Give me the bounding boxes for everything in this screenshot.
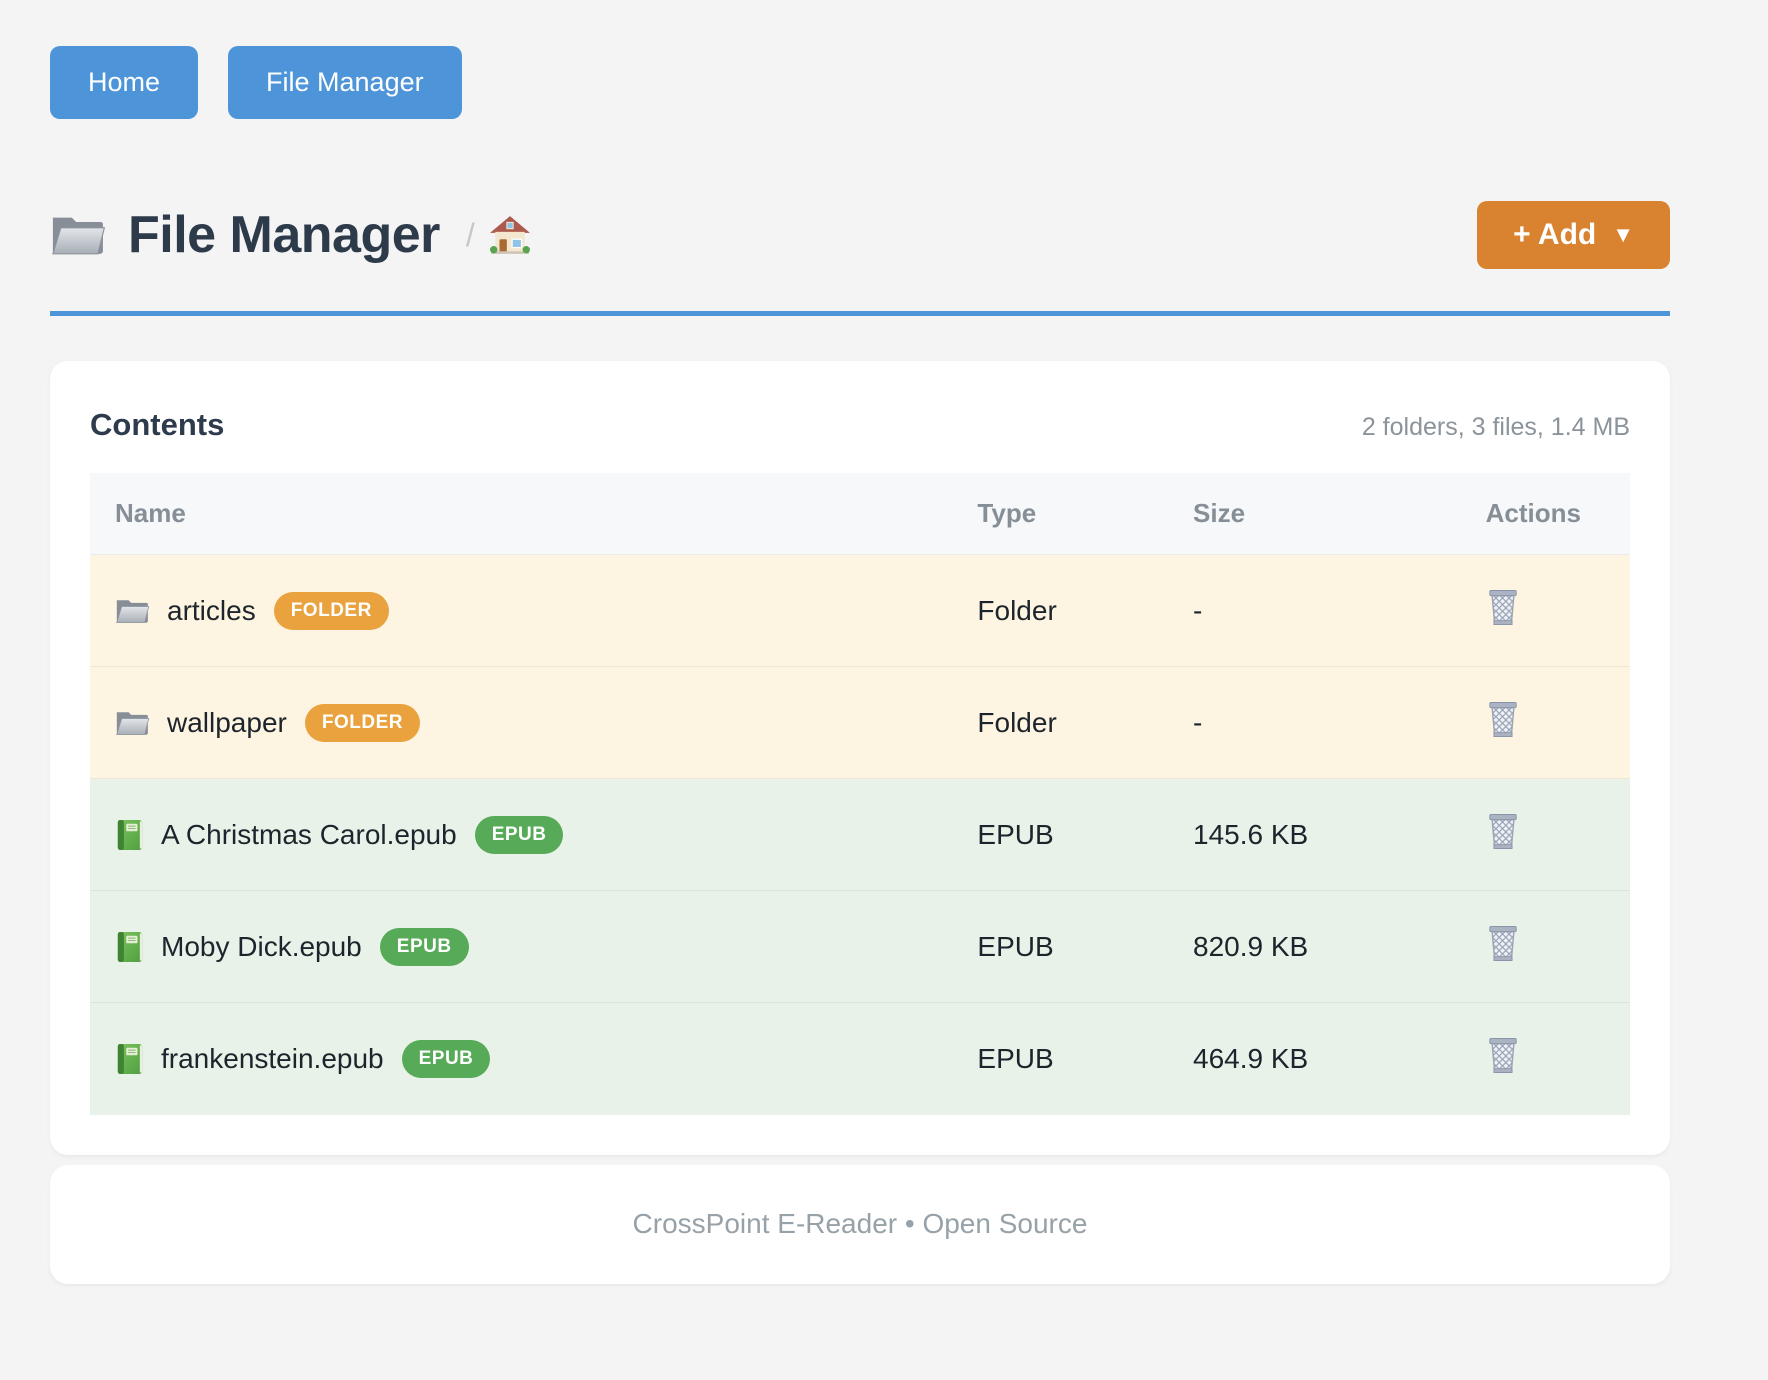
top-nav: Home File Manager	[50, 0, 1670, 119]
contents-card-head: Contents 2 folders, 3 files, 1.4 MB	[90, 407, 1630, 443]
item-type: Folder	[952, 666, 1168, 779]
item-size: -	[1168, 554, 1461, 667]
add-button[interactable]: + Add ▼	[1477, 201, 1670, 269]
page: Home File Manager File Manager / + Add ▼…	[50, 0, 1670, 1284]
item-type: EPUB	[952, 890, 1168, 1003]
delete-button[interactable]	[1486, 812, 1520, 850]
column-header-type: Type	[952, 473, 1168, 555]
nav-home-button[interactable]: Home	[50, 46, 199, 119]
contents-heading: Contents	[90, 407, 225, 442]
item-name[interactable]: frankenstein.epub	[161, 1042, 384, 1074]
page-title: File Manager	[128, 206, 440, 264]
wastebasket-icon	[1486, 1036, 1520, 1074]
table-row-christmas-carol[interactable]: A Christmas Carol.epub EPUB EPUB 145.6 K…	[90, 778, 1630, 891]
add-button-label: + Add	[1513, 218, 1597, 251]
contents-summary: 2 folders, 3 files, 1.4 MB	[1361, 413, 1630, 441]
item-size: 145.6 KB	[1168, 778, 1461, 891]
table-row-wallpaper[interactable]: wallpaper FOLDER Folder -	[90, 666, 1630, 779]
green-book-icon	[115, 930, 145, 964]
delete-button[interactable]	[1486, 588, 1520, 626]
item-name[interactable]: A Christmas Carol.epub	[161, 818, 457, 850]
green-book-icon	[115, 1042, 145, 1076]
open-folder-icon	[50, 210, 108, 260]
title-wrap: File Manager /	[50, 205, 531, 265]
table-row-frankenstein[interactable]: frankenstein.epub EPUB EPUB 464.9 KB	[90, 1002, 1630, 1115]
item-size: 464.9 KB	[1168, 1002, 1461, 1115]
epub-badge: EPUB	[474, 815, 564, 854]
delete-button[interactable]	[1486, 1036, 1520, 1074]
delete-button[interactable]	[1486, 924, 1520, 962]
wastebasket-icon	[1486, 924, 1520, 962]
footer-card: CrossPoint E-Reader • Open Source	[50, 1164, 1670, 1284]
item-type: Folder	[952, 554, 1168, 667]
column-header-name: Name	[90, 473, 953, 555]
house-icon	[489, 214, 531, 256]
folder-badge: FOLDER	[304, 703, 420, 742]
item-size: -	[1168, 666, 1461, 779]
wastebasket-icon	[1486, 588, 1520, 626]
wastebasket-icon	[1486, 700, 1520, 738]
table-header-row: Name Type Size Actions	[90, 473, 1630, 555]
accent-divider	[50, 311, 1670, 316]
wastebasket-icon	[1486, 812, 1520, 850]
delete-button[interactable]	[1486, 700, 1520, 738]
column-header-actions: Actions	[1460, 473, 1630, 555]
chevron-down-icon: ▼	[1612, 222, 1634, 247]
breadcrumb-home-button[interactable]	[489, 214, 531, 256]
column-header-size: Size	[1168, 473, 1461, 555]
table-row-articles[interactable]: articles FOLDER Folder -	[90, 554, 1630, 667]
footer-text: CrossPoint E-Reader • Open Source	[632, 1208, 1088, 1239]
item-name[interactable]: wallpaper	[167, 706, 287, 738]
item-size: 820.9 KB	[1168, 890, 1461, 1003]
contents-card: Contents 2 folders, 3 files, 1.4 MB Name…	[50, 361, 1670, 1155]
folder-icon	[115, 707, 151, 739]
page-header: File Manager / + Add ▼	[50, 201, 1670, 269]
breadcrumb-separator: /	[465, 216, 475, 253]
item-type: EPUB	[952, 1002, 1168, 1115]
item-name[interactable]: Moby Dick.epub	[161, 930, 362, 962]
green-book-icon	[115, 818, 145, 852]
nav-file-manager-button[interactable]: File Manager	[228, 46, 462, 119]
item-type: EPUB	[952, 778, 1168, 891]
table-row-moby-dick[interactable]: Moby Dick.epub EPUB EPUB 820.9 KB	[90, 890, 1630, 1003]
files-table: Name Type Size Actions articles FOLDER F…	[90, 473, 1630, 1115]
folder-badge: FOLDER	[273, 591, 389, 630]
folder-icon	[115, 595, 151, 627]
epub-badge: EPUB	[401, 1039, 491, 1078]
item-name[interactable]: articles	[167, 594, 256, 626]
epub-badge: EPUB	[379, 927, 469, 966]
breadcrumb: /	[466, 214, 531, 256]
